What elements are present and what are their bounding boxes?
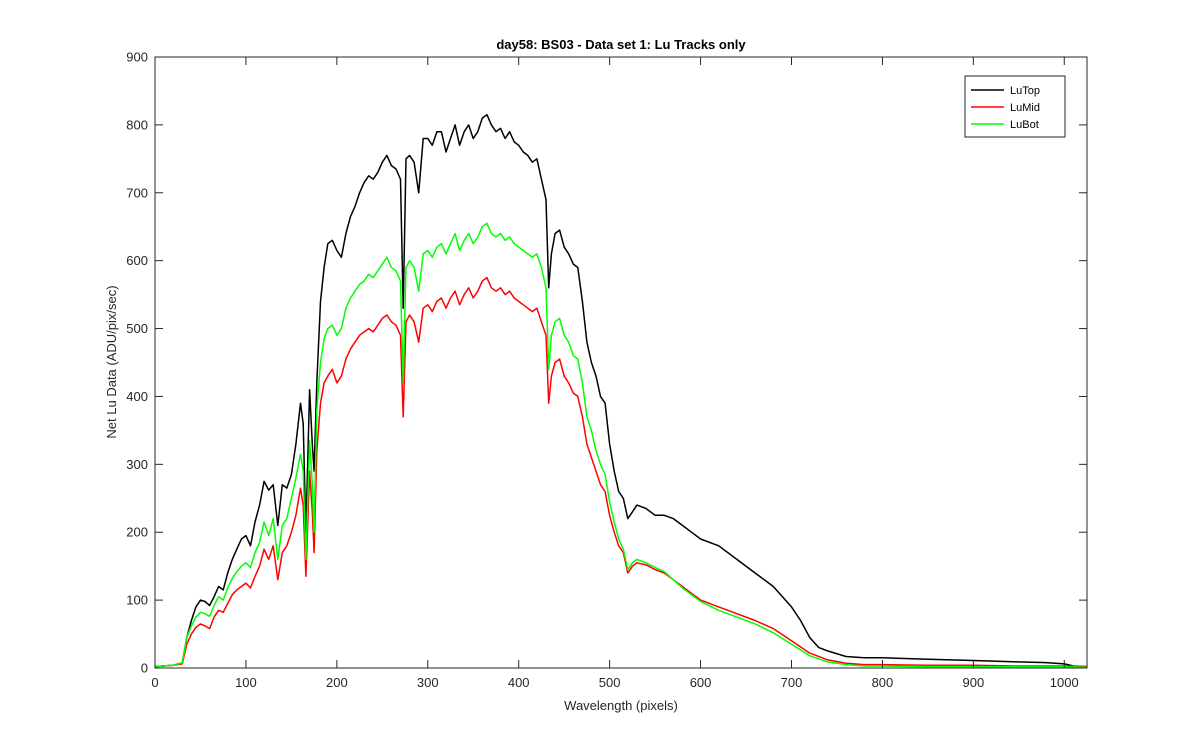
y-tick-label: 900 xyxy=(126,50,148,65)
legend-label-lutop: LuTop xyxy=(1010,85,1040,97)
y-tick-label: 0 xyxy=(141,661,148,676)
y-tick-label: 200 xyxy=(126,525,148,540)
y-tick-label: 800 xyxy=(126,117,148,132)
x-tick-label: 700 xyxy=(781,675,803,690)
axes-box xyxy=(154,56,1088,669)
series-line-lumid xyxy=(154,276,1088,668)
series-line-lubot xyxy=(154,222,1088,669)
x-tick-label: 400 xyxy=(508,675,530,690)
y-tick-label: 600 xyxy=(126,253,148,268)
legend-label-lumid: LuMid xyxy=(1010,102,1040,114)
x-tick-label: 200 xyxy=(326,675,348,690)
y-tick-label: 400 xyxy=(126,389,148,404)
ticks-layer: 0 100 200 300 400 500 600 700 800 900 1000 0 100 200 3… xyxy=(126,50,1087,690)
x-axis-label: Wavelength (pixels) xyxy=(564,698,678,713)
x-tick-label: 0 xyxy=(151,675,158,690)
legend: LuTop LuMid LuBot xyxy=(964,75,1066,138)
x-tick-label: 300 xyxy=(417,675,439,690)
plot-area xyxy=(155,57,1087,668)
x-tick-label: 1000 xyxy=(1050,675,1079,690)
series-line-lutop xyxy=(154,113,1088,668)
legend-label-lubot: LuBot xyxy=(1010,119,1039,131)
series-layer xyxy=(154,113,1088,669)
x-tick-label: 600 xyxy=(690,675,712,690)
y-tick-label: 700 xyxy=(126,185,148,200)
x-tick-label: 900 xyxy=(962,675,984,690)
chart-title: day58: BS03 - Data set 1: Lu Tracks only xyxy=(496,37,746,52)
y-tick-label: 300 xyxy=(126,457,148,472)
y-tick-label: 500 xyxy=(126,321,148,336)
x-tick-label: 100 xyxy=(235,675,257,690)
y-tick-label: 100 xyxy=(126,593,148,608)
y-axis-label: Net Lu Data (ADU/pix/sec) xyxy=(104,285,119,438)
x-tick-label: 500 xyxy=(599,675,621,690)
x-tick-label: 800 xyxy=(872,675,894,690)
